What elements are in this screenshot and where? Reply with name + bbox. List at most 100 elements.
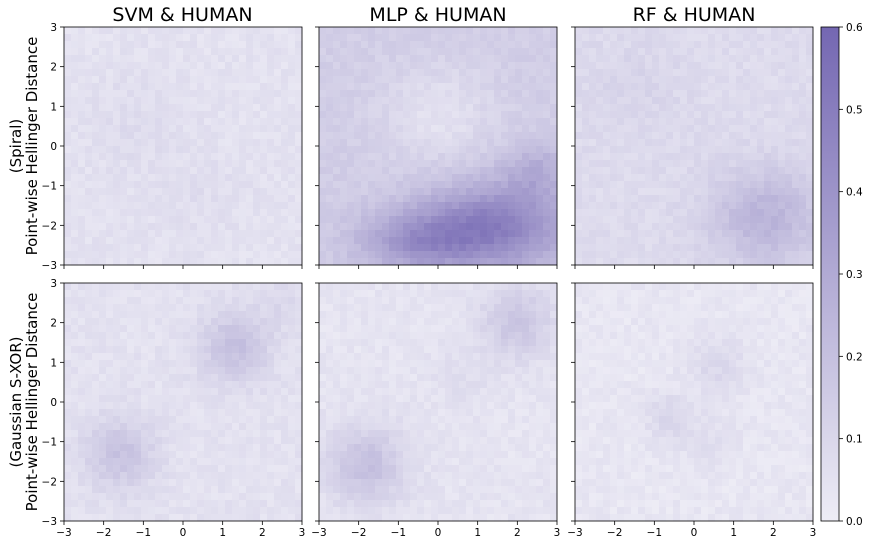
heatmap-cell bbox=[64, 423, 72, 431]
heatmap-cell bbox=[64, 104, 72, 112]
heatmap-cell bbox=[113, 458, 121, 466]
heatmap-cell bbox=[466, 223, 474, 231]
heatmap-cell bbox=[361, 90, 369, 98]
heatmap-cell bbox=[333, 304, 341, 312]
heatmap-cell bbox=[368, 402, 376, 410]
heatmap-cell bbox=[295, 297, 303, 305]
heatmap-cell bbox=[438, 174, 446, 182]
heatmap-cell bbox=[260, 188, 268, 196]
heatmap-cell bbox=[515, 216, 523, 224]
heatmap-cell bbox=[354, 62, 362, 70]
heatmap-cell bbox=[204, 202, 212, 210]
heatmap-cell bbox=[652, 76, 660, 84]
heatmap-cell bbox=[176, 76, 184, 84]
heatmap-cell bbox=[246, 209, 254, 217]
heatmap-cell bbox=[120, 290, 128, 298]
heatmap-cell bbox=[267, 34, 275, 42]
heatmap-cell bbox=[466, 146, 474, 154]
heatmap-cell bbox=[736, 174, 744, 182]
heatmap-cell bbox=[729, 76, 737, 84]
heatmap-cell bbox=[246, 290, 254, 298]
heatmap-cell bbox=[148, 34, 156, 42]
heatmap-cell bbox=[169, 402, 177, 410]
heatmap-cell bbox=[764, 41, 772, 49]
heatmap-cell bbox=[715, 34, 723, 42]
heatmap-cell bbox=[687, 230, 695, 238]
heatmap-cell bbox=[155, 27, 163, 35]
heatmap-cell bbox=[645, 55, 653, 63]
heatmap-cell bbox=[113, 146, 121, 154]
heatmap-cell bbox=[239, 223, 247, 231]
heatmap-cell bbox=[78, 290, 86, 298]
heatmap-cell bbox=[239, 251, 247, 259]
heatmap-cell bbox=[106, 132, 114, 140]
heatmap-cell bbox=[326, 283, 334, 291]
heatmap-cell bbox=[680, 202, 688, 210]
heatmap-cell bbox=[410, 69, 418, 77]
heatmap-cell bbox=[806, 244, 814, 252]
heatmap-cell bbox=[295, 62, 303, 70]
heatmap-cell bbox=[204, 62, 212, 70]
heatmap-cell bbox=[78, 339, 86, 347]
heatmap-cell bbox=[232, 409, 240, 417]
heatmap-cell bbox=[295, 104, 303, 112]
heatmap-cell bbox=[666, 27, 674, 35]
heatmap-cell bbox=[71, 486, 79, 494]
heatmap-cell bbox=[162, 486, 170, 494]
heatmap-cell bbox=[106, 346, 114, 354]
heatmap-cell bbox=[347, 283, 355, 291]
heatmap-cell bbox=[340, 139, 348, 147]
heatmap-cell bbox=[85, 416, 93, 424]
heatmap-cell bbox=[92, 41, 100, 49]
heatmap-cell bbox=[71, 223, 79, 231]
heatmap-cell bbox=[232, 374, 240, 382]
heatmap-cell bbox=[85, 304, 93, 312]
heatmap-cell bbox=[624, 125, 632, 133]
heatmap-cell bbox=[673, 209, 681, 217]
heatmap-cell bbox=[764, 118, 772, 126]
heatmap-cell bbox=[666, 258, 674, 266]
heatmap-cell bbox=[347, 62, 355, 70]
heatmap-cell bbox=[701, 83, 709, 91]
heatmap-cell bbox=[694, 195, 702, 203]
heatmap-cell bbox=[148, 230, 156, 238]
heatmap-cell bbox=[253, 104, 261, 112]
heatmap-cell bbox=[487, 97, 495, 105]
heatmap-cell bbox=[459, 83, 467, 91]
heatmap-cell bbox=[438, 62, 446, 70]
heatmap-cell bbox=[120, 444, 128, 452]
heatmap-cell bbox=[326, 55, 334, 63]
heatmap-cell bbox=[197, 118, 205, 126]
heatmap-cell bbox=[361, 304, 369, 312]
heatmap-cell bbox=[267, 111, 275, 119]
heatmap-cell bbox=[225, 167, 233, 175]
heatmap-cell bbox=[757, 76, 765, 84]
heatmap-cell bbox=[368, 430, 376, 438]
heatmap-cell bbox=[487, 34, 495, 42]
heatmap-cell bbox=[71, 395, 79, 403]
heatmap-cell bbox=[274, 486, 282, 494]
heatmap-cell bbox=[141, 304, 149, 312]
heatmap-cell bbox=[127, 451, 135, 459]
heatmap-cell bbox=[438, 188, 446, 196]
heatmap-cell bbox=[155, 125, 163, 133]
heatmap-cell bbox=[169, 62, 177, 70]
heatmap-cell bbox=[333, 402, 341, 410]
heatmap-cell bbox=[354, 153, 362, 161]
heatmap-cell bbox=[536, 160, 544, 168]
heatmap-cell bbox=[99, 430, 107, 438]
heatmap-cell bbox=[155, 290, 163, 298]
heatmap-cell bbox=[396, 216, 404, 224]
heatmap-cell bbox=[638, 244, 646, 252]
heatmap-cell bbox=[225, 209, 233, 217]
heatmap-cell bbox=[281, 90, 289, 98]
heatmap-cell bbox=[64, 437, 72, 445]
heatmap-cell bbox=[487, 174, 495, 182]
heatmap-cell bbox=[333, 409, 341, 417]
heatmap-cell bbox=[204, 500, 212, 508]
heatmap-cell bbox=[190, 346, 198, 354]
heatmap-cell bbox=[239, 244, 247, 252]
heatmap-cell bbox=[333, 237, 341, 245]
heatmap-cell bbox=[204, 181, 212, 189]
heatmap-cell bbox=[274, 188, 282, 196]
